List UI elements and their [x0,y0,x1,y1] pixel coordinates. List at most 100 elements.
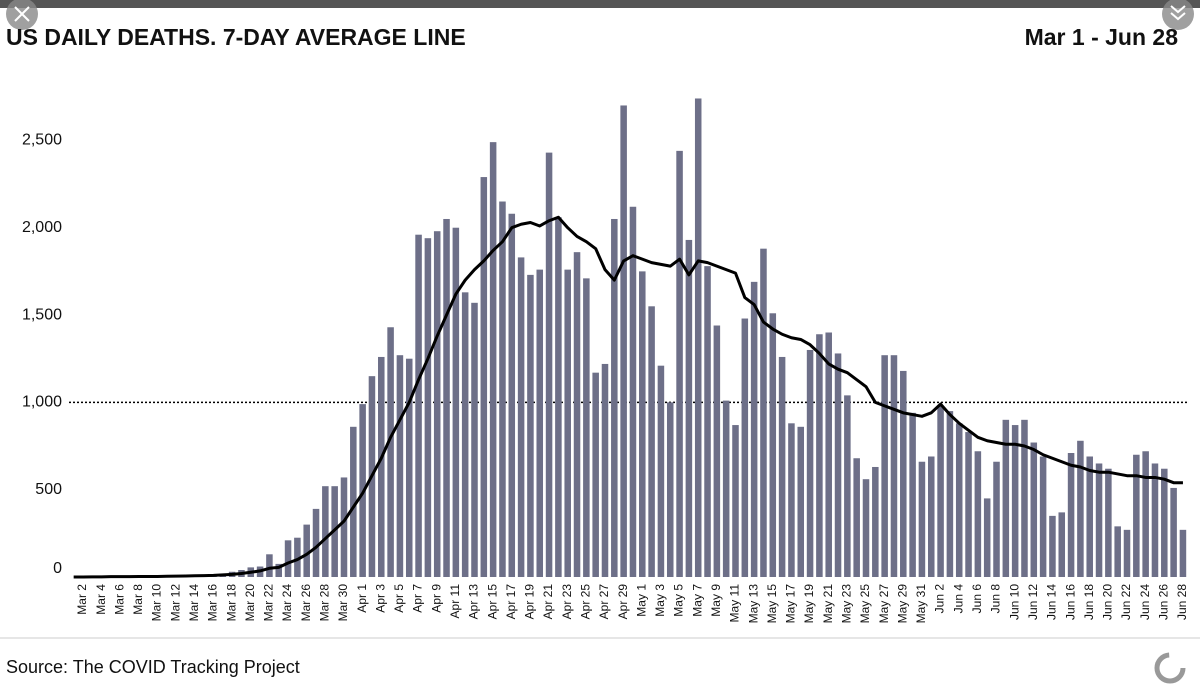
bar [1133,454,1140,577]
x-tick-label: May 31 [914,584,928,624]
bar [639,271,646,577]
bar [927,456,935,577]
bar [350,426,357,577]
bar [629,206,637,577]
y-tick-label: 1,000 [22,394,62,411]
loading-icon [1154,652,1186,684]
y-tick-label: 500 [35,481,62,498]
x-tick-label: Apr 15 [485,584,499,620]
bar [825,332,832,577]
bar [405,358,413,577]
x-tick-label: Jun 12 [1026,584,1040,620]
bar [340,477,348,577]
x-tick-label: Mar 24 [280,584,294,622]
x-tick-label: Jun 14 [1045,584,1059,620]
bar [396,355,404,577]
x-tick-label: May 21 [821,584,835,624]
bar [983,498,991,577]
bar [797,426,805,577]
bar [1114,526,1121,577]
close-icon [14,6,30,22]
bar [1151,463,1159,577]
y-tick-label: 0 [53,560,62,577]
bar [1058,512,1066,577]
x-tick-label: May 27 [877,584,891,624]
bar [322,486,329,577]
bar [1142,451,1149,577]
x-tick-label: Apr 7 [411,584,425,613]
x-tick-label: Mar 28 [318,584,332,622]
bar [378,356,385,577]
x-tick-label: Mar 14 [187,584,201,622]
x-tick-label: May 19 [802,584,816,624]
x-tick-label: Apr 9 [429,584,443,613]
bar [937,405,944,577]
x-tick-label: Mar 16 [206,584,220,622]
bar [266,554,273,577]
bar [583,278,590,577]
bar [648,306,655,577]
bar [853,458,860,577]
x-tick-label: Apr 19 [523,584,537,620]
bar [769,313,777,577]
bar [909,412,916,577]
bar [890,355,898,577]
bar [676,150,683,577]
bar [489,142,497,577]
bar [1030,442,1038,577]
bar [666,402,674,577]
x-tick-label: Mar 18 [224,584,238,622]
x-tick-label: Jun 10 [1007,584,1021,620]
y-tick-label: 1,500 [22,306,62,323]
collapse-button[interactable] [1162,0,1194,30]
bar [1021,419,1028,577]
x-tick-label: May 15 [765,584,779,624]
x-tick-label: Apr 11 [448,584,462,619]
bar [657,365,665,577]
bar [545,152,553,577]
bar [741,318,749,577]
bar [611,218,618,577]
bar [592,372,599,577]
bar [955,423,963,577]
bar [881,355,888,577]
bar [750,281,758,577]
x-tick-label: May 11 [728,584,742,623]
bar [620,105,627,577]
bar [788,423,795,577]
bar [443,218,450,577]
bar [452,227,460,577]
bar [732,425,739,577]
x-tick-label: Apr 5 [392,584,406,613]
bar [1095,463,1103,577]
bar [527,274,534,577]
bar [499,201,506,577]
bar [918,461,926,577]
x-tick-label: Jun 24 [1138,584,1152,620]
bar [1123,529,1131,577]
bar [778,356,786,577]
bar [294,537,301,577]
bar [433,231,441,577]
x-tick-label: Mar 8 [131,584,145,615]
collapse-icon [1170,5,1186,21]
x-tick-label: May 13 [746,584,760,624]
x-tick-label: Mar 4 [94,584,108,615]
x-tick-label: Mar 30 [336,584,350,622]
bar [694,98,702,577]
bar [284,540,292,577]
x-tick-label: May 29 [895,584,909,624]
x-tick-label: Mar 2 [75,584,89,615]
source: Source: The COVID Tracking Project [6,657,300,677]
x-tick-label: Apr 17 [504,584,518,620]
bar [564,269,571,577]
x-tick-label: Mar 10 [150,584,164,622]
bar [275,563,283,577]
bar [844,395,851,577]
x-tick-label: May 17 [784,584,798,624]
bar [303,524,310,577]
x-tick-label: May 25 [858,584,872,624]
x-tick-label: Jun 6 [970,584,984,614]
bar [816,334,823,577]
